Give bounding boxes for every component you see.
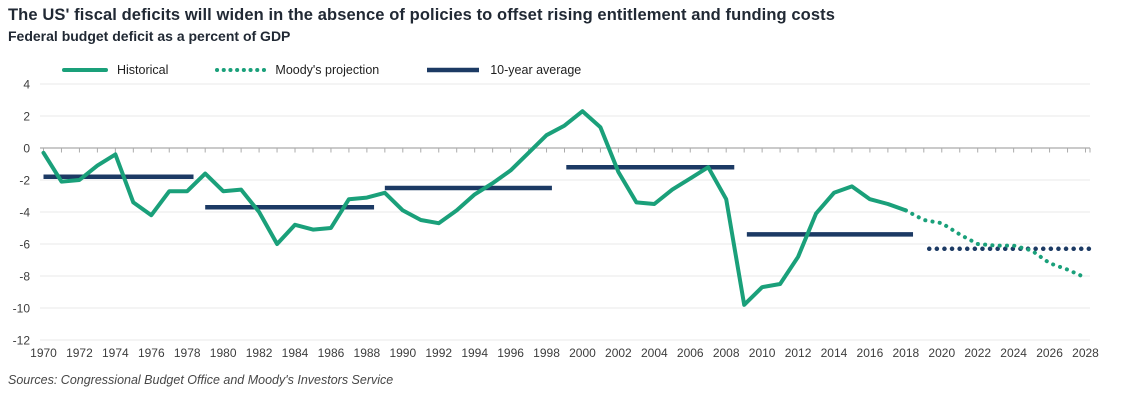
x-tick-label: 2028 bbox=[1072, 346, 1099, 360]
chart-subtitle: Federal budget deficit as a percent of G… bbox=[8, 28, 291, 44]
x-tick-label: 1978 bbox=[174, 346, 201, 360]
historical-line-swatch bbox=[62, 68, 108, 72]
x-tick-label: 2000 bbox=[569, 346, 596, 360]
x-tick-label: 2018 bbox=[892, 346, 919, 360]
legend-item-projection: Moody's projection bbox=[214, 63, 379, 77]
x-tick-label: 1994 bbox=[461, 346, 488, 360]
x-tick-label: 1998 bbox=[533, 346, 560, 360]
x-tick-label: 1996 bbox=[497, 346, 524, 360]
x-tick-label: 1984 bbox=[282, 346, 309, 360]
y-tick-label: -6 bbox=[19, 238, 30, 252]
x-tick-label: 2002 bbox=[605, 346, 632, 360]
source-note: Sources: Congressional Budget Office and… bbox=[8, 373, 394, 387]
x-tick-label: 2008 bbox=[713, 346, 740, 360]
x-tick-label: 2010 bbox=[749, 346, 776, 360]
x-tick-label: 1990 bbox=[389, 346, 416, 360]
chart-legend: Historical Moody's projection 10-year av… bbox=[62, 61, 627, 79]
x-tick-label: 2020 bbox=[928, 346, 955, 360]
x-tick-label: 2004 bbox=[641, 346, 668, 360]
legend-label-average: 10-year average bbox=[490, 63, 582, 77]
legend-label-projection: Moody's projection bbox=[275, 63, 380, 77]
x-tick-label: 1974 bbox=[102, 346, 129, 360]
x-tick-label: 1982 bbox=[246, 346, 273, 360]
legend-item-historical: Historical bbox=[62, 63, 168, 77]
y-tick-label: -12 bbox=[13, 334, 31, 348]
x-tick-label: 1980 bbox=[210, 346, 237, 360]
y-tick-label: 2 bbox=[23, 110, 30, 124]
x-tick-label: 1988 bbox=[354, 346, 381, 360]
average-line-swatch bbox=[427, 67, 480, 73]
x-tick-label: 2006 bbox=[677, 346, 704, 360]
y-tick-label: 0 bbox=[23, 142, 30, 156]
projection-dotted-swatch bbox=[215, 68, 267, 72]
x-tick-label: 2016 bbox=[857, 346, 884, 360]
x-tick-label: 2014 bbox=[821, 346, 848, 360]
y-tick-label: -4 bbox=[19, 206, 30, 220]
x-tick-label: 2024 bbox=[1000, 346, 1027, 360]
y-tick-label: -8 bbox=[19, 270, 30, 284]
x-tick-label: 2012 bbox=[785, 346, 812, 360]
x-tick-label: 1972 bbox=[66, 346, 93, 360]
y-tick-label: -10 bbox=[13, 302, 31, 316]
legend-item-average: 10-year average bbox=[425, 63, 581, 77]
x-tick-label: 1992 bbox=[425, 346, 452, 360]
y-tick-label: 4 bbox=[23, 78, 30, 92]
x-tick-label: 1970 bbox=[30, 346, 57, 360]
x-tick-label: 2022 bbox=[964, 346, 991, 360]
x-tick-label: 1986 bbox=[318, 346, 345, 360]
chart-title: The US' fiscal deficits will widen in th… bbox=[8, 6, 836, 24]
x-tick-label: 2026 bbox=[1036, 346, 1063, 360]
historical-line bbox=[41, 109, 908, 307]
legend-label-historical: Historical bbox=[117, 63, 169, 77]
y-tick-label: -2 bbox=[19, 174, 30, 188]
x-tick-label: 1976 bbox=[138, 346, 165, 360]
